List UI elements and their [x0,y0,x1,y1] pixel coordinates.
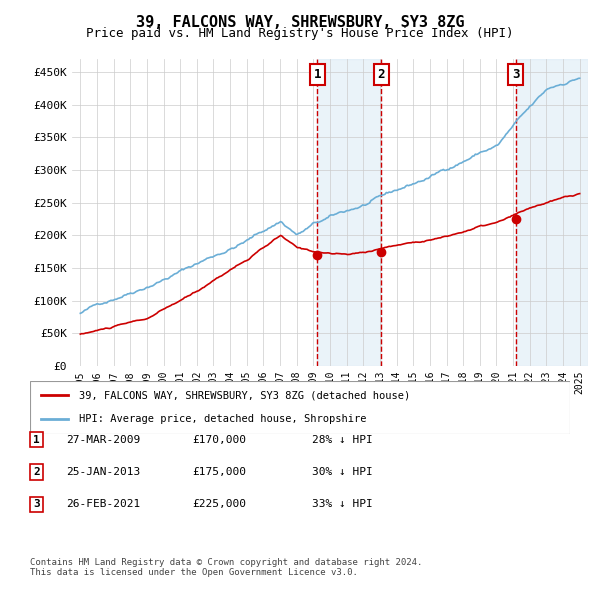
Bar [516,59,588,366]
Text: 28% ↓ HPI: 28% ↓ HPI [312,435,373,444]
Text: 3: 3 [33,500,40,509]
Text: 1: 1 [314,68,321,81]
Bar [317,59,381,366]
Text: 26-FEB-2021: 26-FEB-2021 [66,500,140,509]
Text: 33% ↓ HPI: 33% ↓ HPI [312,500,373,509]
Text: Contains HM Land Registry data © Crown copyright and database right 2024.
This d: Contains HM Land Registry data © Crown c… [30,558,422,577]
Text: £175,000: £175,000 [192,467,246,477]
Text: 39, FALCONS WAY, SHREWSBURY, SY3 8ZG (detached house): 39, FALCONS WAY, SHREWSBURY, SY3 8ZG (de… [79,391,410,401]
Text: 1: 1 [33,435,40,444]
Text: 2: 2 [377,68,385,81]
Text: 39, FALCONS WAY, SHREWSBURY, SY3 8ZG: 39, FALCONS WAY, SHREWSBURY, SY3 8ZG [136,15,464,30]
Text: £170,000: £170,000 [192,435,246,444]
Text: 27-MAR-2009: 27-MAR-2009 [66,435,140,444]
Text: Price paid vs. HM Land Registry's House Price Index (HPI): Price paid vs. HM Land Registry's House … [86,27,514,40]
FancyBboxPatch shape [30,381,570,434]
Text: 2: 2 [33,467,40,477]
Text: 25-JAN-2013: 25-JAN-2013 [66,467,140,477]
Text: HPI: Average price, detached house, Shropshire: HPI: Average price, detached house, Shro… [79,414,366,424]
Text: £225,000: £225,000 [192,500,246,509]
Text: 3: 3 [512,68,520,81]
Text: 30% ↓ HPI: 30% ↓ HPI [312,467,373,477]
